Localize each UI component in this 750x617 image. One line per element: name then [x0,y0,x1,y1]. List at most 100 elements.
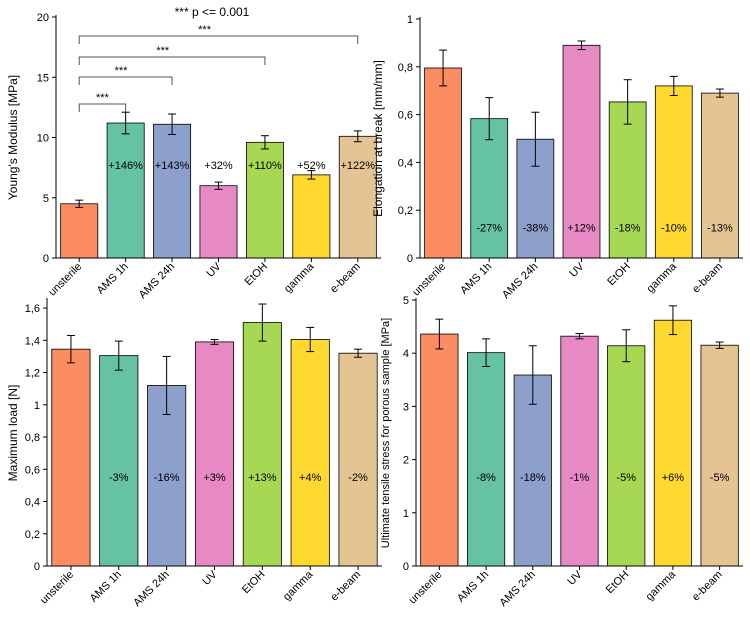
y-axis-title: Ultimate tensile stress for porous sampl… [380,318,392,548]
bar [562,44,601,259]
y-tick-label: 1 [34,400,40,412]
x-tick-label: UV [200,568,220,588]
y-tick-label: 0,6 [25,464,40,476]
bar [99,355,139,567]
bar-label: +4% [299,472,322,484]
x-tick-label: gamma [644,260,679,295]
bar [194,341,235,567]
bar [607,345,646,567]
bar [338,352,378,567]
y-tick-label: 1,4 [25,335,40,347]
y-tick-label: 5 [43,193,49,205]
bar-label: +110% [248,160,282,172]
x-tick-label: e-beam [690,569,725,604]
bar-label: -1% [570,472,590,484]
bar [560,335,599,567]
bar-label: -5% [616,472,636,484]
x-tick-label: EtOH [604,569,632,597]
youngs-modulus-chart: +146% +143% +32% +110% +52% +122% 0 5 10 15 20 unst… [6,5,381,301]
y-tick-label: 4 [403,348,409,360]
bar [153,123,192,259]
y-tick-label: 1 [407,14,413,26]
bar [51,348,91,567]
bar-label: -16% [154,472,180,484]
bar [147,385,187,567]
bar-label: +146% [108,160,143,172]
bar-label: +13% [248,472,277,484]
bar [242,322,282,567]
y-tick-label: 0,8 [25,432,40,444]
y-tick-label: 0 [34,561,40,573]
bar [654,85,693,259]
x-tick-label: e-beam [328,569,363,604]
bar [199,185,238,259]
bar-label: -10% [661,223,687,235]
bar [106,122,145,259]
y-tick-label: 0 [43,253,49,265]
bar-label: -18% [615,223,641,235]
x-tick-label: UV [565,568,585,588]
y-tick-label: 0 [403,561,409,573]
x-tick-label: AMS 1h [455,569,491,605]
x-tick-label: AMS 1h [95,261,131,297]
x-tick-label: AMS 24h [497,569,537,609]
bar-label: +143% [155,160,190,172]
significance-label: *** [198,24,212,36]
x-tick-label: UV [567,260,587,280]
bar-label: -5% [710,472,730,484]
bar-label: +3% [203,472,226,484]
significance-label: *** [156,45,170,57]
bar [466,352,506,567]
bar-label: +6% [662,472,685,484]
tensile-stress-chart: -8% -18% -1% -5% +6% -5% 0 1 2 3 4 5 unsterile AMS 1h… [380,295,743,609]
x-tick-label: EtOH [240,569,268,597]
x-tick-label: EtOH [243,261,271,289]
bar-label: -27% [476,223,502,235]
y-tick-label: 0,2 [398,205,413,217]
y-axis-title: Young's Modulus [MPa] [6,75,20,200]
bar-label: -13% [707,223,733,235]
x-tick-label: e-beam [690,261,725,296]
elongation-chart: -27% -38% +12% -18% -10% -13% 0 0,2 0,4 0,6 0,8 1 un… [371,14,743,301]
bar-label: +12% [567,223,596,235]
x-tick-label: e-beam [328,261,363,296]
bar-label: -38% [523,223,549,235]
y-tick-label: 10 [37,133,49,145]
significance-bracket [78,35,359,44]
y-tick-label: 1,2 [25,368,40,380]
x-tick-label: AMS 1h [458,261,494,297]
significance-note: *** p <= 0.001 [175,5,250,19]
significance-bracket [78,76,173,85]
significance-bracket [78,56,266,65]
y-tick-label: 20 [37,12,49,24]
bar [245,141,284,259]
maximum-load-chart: -3% -16% +3% +13% +4% -2% 0 0,2 0,4 0,6 0,8 1 1,2 1,4… [6,298,382,609]
bar [420,333,459,567]
y-tick-label: 0 [407,253,413,265]
bar-label: +122% [341,160,376,172]
bar [470,118,509,259]
y-tick-label: 0,6 [398,110,413,122]
x-tick-label: unsterile [407,569,445,607]
y-tick-label: 15 [37,72,49,84]
x-tick-label: gamma [282,260,317,295]
bar-label: -2% [348,472,368,484]
significance-label: *** [115,65,129,77]
significance-label: *** [96,92,110,104]
x-tick-label: unsterile [46,261,84,299]
y-tick-label: 0,2 [25,529,40,541]
x-tick-label: AMS 24h [500,261,540,301]
x-tick-label: gamma [281,568,316,603]
x-tick-label: unsterile [410,261,448,299]
x-tick-label: unsterile [38,569,76,607]
y-axis-title: Elongation at break [mm/mm] [371,60,385,217]
bar [424,67,462,259]
y-axis-title: Maximum load [N] [6,385,20,482]
x-tick-label: gamma [644,568,679,603]
bar [292,174,331,259]
y-tick-label: 1,6 [25,303,40,315]
x-tick-label: EtOH [605,261,633,289]
x-tick-label: AMS 1h [88,569,124,605]
bar-label: -18% [520,472,546,484]
